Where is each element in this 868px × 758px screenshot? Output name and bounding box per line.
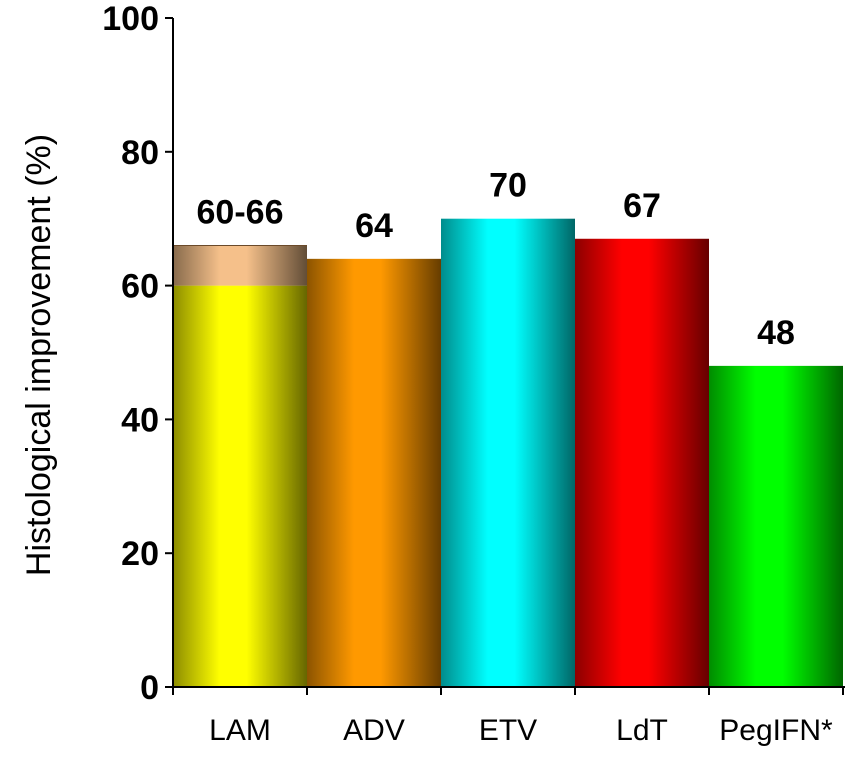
y-tick-label: 40 [121, 401, 159, 439]
y-axis-title: Histological improvement (%) [20, 134, 58, 576]
x-tick-label: PegIFN* [719, 714, 833, 747]
x-ticks-group: LAM ADV ETV LdT PegIFN* [172, 687, 844, 747]
data-label: 64 [355, 207, 393, 245]
x-tick-label: ETV [479, 714, 537, 747]
y-tick-label: 20 [121, 535, 159, 573]
bar-ldt [575, 238, 709, 687]
y-tick-label: 60 [121, 268, 159, 306]
bar-etv [441, 218, 575, 687]
y-tick-label: 100 [102, 0, 159, 38]
y-tick-label: 0 [140, 669, 159, 707]
y-tick-label: 80 [121, 134, 159, 172]
bar-pegifn [709, 365, 843, 687]
y-ticks-group: 0 20 40 60 80 100 [102, 0, 173, 707]
x-tick-label: ADV [343, 714, 405, 747]
x-tick-label: LAM [209, 714, 271, 747]
bar-adv [307, 258, 441, 687]
data-labels-group: 60-66 64 70 67 48 [197, 167, 795, 352]
data-label: 70 [489, 167, 527, 205]
x-tick-label: LdT [616, 714, 668, 747]
data-label: 48 [757, 314, 795, 352]
data-label: 67 [623, 187, 661, 225]
bars-group [173, 218, 843, 687]
bar-range-segment [173, 245, 307, 286]
bar-lam [173, 285, 307, 687]
data-label: 60-66 [197, 193, 284, 231]
